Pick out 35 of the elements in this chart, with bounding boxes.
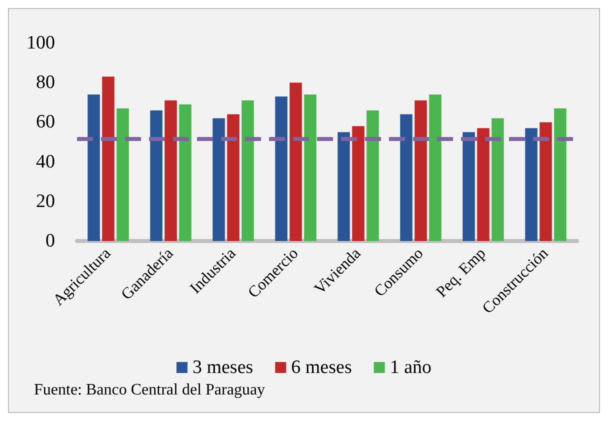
bar xyxy=(275,96,288,241)
y-tick-label: 80 xyxy=(36,72,55,94)
bar xyxy=(304,94,316,241)
bar xyxy=(242,100,254,241)
bar xyxy=(212,118,225,241)
bar xyxy=(227,114,240,241)
legend-label: 6 meses xyxy=(291,357,352,378)
bar xyxy=(102,76,114,241)
legend-label: 3 meses xyxy=(192,357,254,378)
y-tick-label: 60 xyxy=(36,112,55,133)
bar xyxy=(366,110,379,241)
y-tick-label: 40 xyxy=(36,151,55,172)
bar xyxy=(338,132,350,241)
bar xyxy=(477,128,490,241)
y-tick-label: 100 xyxy=(26,32,55,54)
bar xyxy=(352,126,364,241)
source-note: Fuente: Banco Central del Paraguay xyxy=(34,382,266,398)
x-tick-label: Peq. Emp xyxy=(433,244,490,301)
bar xyxy=(290,82,302,241)
bar xyxy=(88,94,100,241)
legend-label: 1 año xyxy=(390,357,432,378)
bar xyxy=(462,132,475,241)
bar xyxy=(179,104,192,241)
bar xyxy=(116,108,129,241)
bar xyxy=(554,108,566,241)
bar xyxy=(492,118,504,241)
bar xyxy=(429,94,442,241)
bar xyxy=(525,128,538,241)
bar xyxy=(164,100,177,241)
y-tick-label: 20 xyxy=(36,190,55,212)
y-tick-label: 0 xyxy=(46,230,55,252)
bar xyxy=(150,110,162,241)
bar xyxy=(540,122,552,241)
bar xyxy=(414,100,427,241)
bar xyxy=(400,114,412,241)
